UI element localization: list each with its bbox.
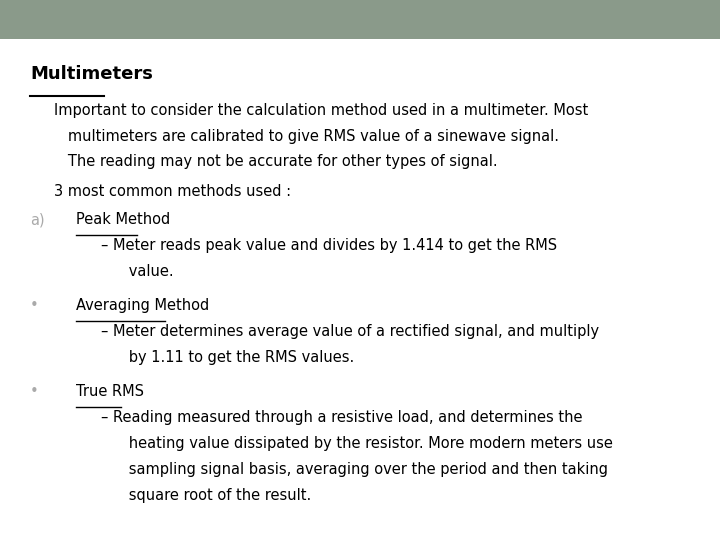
Text: square root of the result.: square root of the result. <box>101 488 311 503</box>
Text: The reading may not be accurate for other types of signal.: The reading may not be accurate for othe… <box>54 154 498 170</box>
Text: – Reading measured through a resistive load, and determines the: – Reading measured through a resistive l… <box>101 410 582 425</box>
Bar <box>0 0 720 39</box>
Text: heating value dissipated by the resistor. More modern meters use: heating value dissipated by the resistor… <box>101 436 613 451</box>
Text: Important to consider the calculation method used in a multimeter. Most: Important to consider the calculation me… <box>54 103 588 118</box>
Text: multimeters are calibrated to give RMS value of a sinewave signal.: multimeters are calibrated to give RMS v… <box>54 129 559 144</box>
Text: Multimeters: Multimeters <box>30 65 153 83</box>
Text: •: • <box>30 384 39 399</box>
Text: sampling signal basis, averaging over the period and then taking: sampling signal basis, averaging over th… <box>101 462 608 477</box>
Text: •: • <box>30 298 39 313</box>
Text: value.: value. <box>101 264 174 279</box>
Text: 3 most common methods used :: 3 most common methods used : <box>54 184 291 199</box>
Text: True RMS: True RMS <box>76 384 143 399</box>
Text: Averaging Method: Averaging Method <box>76 298 209 313</box>
Text: Peak Method: Peak Method <box>76 212 170 227</box>
Text: a): a) <box>30 212 45 227</box>
Text: by 1.11 to get the RMS values.: by 1.11 to get the RMS values. <box>101 350 354 365</box>
Text: – Meter reads peak value and divides by 1.414 to get the RMS: – Meter reads peak value and divides by … <box>101 238 557 253</box>
Text: – Meter determines average value of a rectified signal, and multiply: – Meter determines average value of a re… <box>101 324 599 339</box>
